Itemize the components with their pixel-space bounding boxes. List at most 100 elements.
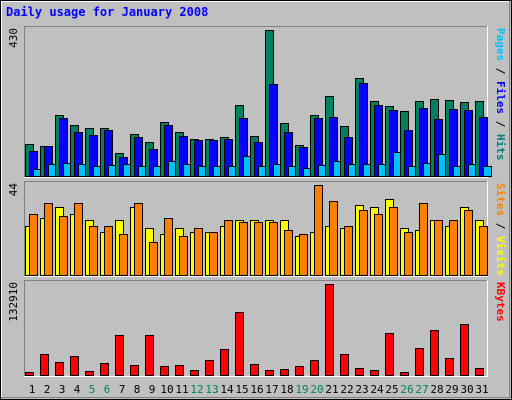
- kbytes-panel-bar-kbytes-day-1: [25, 372, 34, 376]
- kbytes-panel-bar-kbytes-day-27: [415, 348, 424, 376]
- day-label: 9: [149, 383, 156, 396]
- day-label: 20: [310, 383, 323, 396]
- visits-panel-bar-sites-day-28: [434, 220, 443, 276]
- visits-panel-bar-sites-day-1: [29, 214, 38, 276]
- chart-title: Daily usage for January 2008: [6, 5, 208, 19]
- day-label: 12: [190, 383, 203, 396]
- kbytes-panel-bar-kbytes-day-6: [100, 363, 109, 376]
- visits-panel-bar-sites-day-18: [284, 230, 293, 276]
- day-label: 8: [134, 383, 141, 396]
- day-label: 27: [415, 383, 428, 396]
- kbytes-panel-bar-kbytes-day-31: [475, 368, 484, 376]
- day-label: 1: [29, 383, 36, 396]
- visits-panel-bar-sites-day-2: [44, 203, 53, 276]
- day-label: 24: [370, 383, 384, 396]
- hits-panel-series-label-part: /: [494, 114, 507, 134]
- day-label: 30: [460, 383, 473, 396]
- day-label: 4: [74, 383, 81, 396]
- kbytes-panel-bar-kbytes-day-12: [190, 370, 199, 376]
- kbytes-panel-bar-kbytes-day-21: [325, 284, 334, 376]
- kbytes-panel-series-label-part: KBytes: [494, 282, 507, 322]
- visits-panel-bar-sites-day-27: [419, 203, 428, 276]
- hits-panel-series-label: Pages / Files / Hits: [494, 28, 507, 161]
- day-label: 31: [475, 383, 488, 396]
- kbytes-panel-bar-kbytes-day-3: [55, 362, 64, 376]
- visits-panel-bar-sites-day-22: [344, 226, 353, 276]
- day-label: 28: [430, 383, 443, 396]
- kbytes-panel-bar-kbytes-day-30: [460, 324, 469, 376]
- kbytes-panel-max-label: 132910: [7, 282, 20, 322]
- day-label: 26: [400, 383, 413, 396]
- day-label: 2: [44, 383, 51, 396]
- kbytes-panel-bar-kbytes-day-7: [115, 335, 124, 376]
- kbytes-panel-bar-kbytes-day-5: [85, 371, 94, 376]
- visits-panel-bar-sites-day-17: [269, 222, 278, 276]
- kbytes-panel-bar-kbytes-day-17: [265, 370, 274, 376]
- visits-panel-bar-sites-day-7: [119, 234, 128, 276]
- visits-panel-bar-sites-day-9: [149, 242, 158, 276]
- visits-panel-bar-sites-day-21: [329, 201, 338, 276]
- visits-panel-bar-sites-day-29: [449, 220, 458, 276]
- visits-panel-bar-sites-day-8: [134, 203, 143, 276]
- day-label: 18: [280, 383, 293, 396]
- day-label: 3: [59, 383, 66, 396]
- kbytes-panel-bar-kbytes-day-19: [295, 366, 304, 376]
- hits-panel-bar-files-day-17: [269, 84, 278, 177]
- visits-panel-series-label-part: Sites: [494, 183, 507, 216]
- kbytes-panel-bar-kbytes-day-11: [175, 365, 184, 376]
- day-label: 6: [104, 383, 111, 396]
- visits-panel-bar-sites-day-3: [59, 216, 68, 276]
- day-label: 16: [250, 383, 263, 396]
- visits-panel-bar-sites-day-13: [209, 232, 218, 276]
- visits-panel-bar-sites-day-25: [389, 207, 398, 276]
- visits-panel-bar-sites-day-15: [239, 222, 248, 276]
- day-label: 19: [295, 383, 308, 396]
- visits-panel-bar-sites-day-10: [164, 218, 173, 276]
- kbytes-panel-bar-kbytes-day-22: [340, 354, 349, 376]
- visits-panel-bar-sites-day-12: [194, 228, 203, 276]
- day-label: 5: [89, 383, 96, 396]
- visits-panel-bar-sites-day-20: [314, 185, 323, 276]
- day-label: 17: [265, 383, 278, 396]
- visits-panel-bar-sites-day-19: [299, 234, 308, 276]
- visits-panel-bar-sites-day-23: [359, 210, 368, 276]
- day-label: 25: [385, 383, 398, 396]
- day-label: 21: [325, 383, 338, 396]
- visits-panel-bar-sites-day-31: [479, 226, 488, 276]
- visits-panel-max-label: 44: [7, 183, 20, 197]
- kbytes-panel-bar-kbytes-day-2: [40, 354, 49, 376]
- visits-panel-bar-sites-day-11: [179, 236, 188, 276]
- day-label: 7: [119, 383, 126, 396]
- kbytes-panel-bar-kbytes-day-13: [205, 360, 214, 376]
- kbytes-panel-bar-kbytes-day-26: [400, 372, 409, 376]
- day-label: 22: [340, 383, 353, 396]
- day-label: 11: [175, 383, 188, 396]
- kbytes-panel-bar-kbytes-day-8: [130, 365, 139, 376]
- kbytes-panel-bar-kbytes-day-9: [145, 335, 154, 376]
- kbytes-panel-bar-kbytes-day-24: [370, 370, 379, 376]
- kbytes-panel-bar-kbytes-day-28: [430, 330, 439, 376]
- kbytes-panel-bar-kbytes-day-15: [235, 312, 244, 376]
- kbytes-panel-bar-kbytes-day-23: [355, 368, 364, 376]
- visits-panel-bar-sites-day-14: [224, 220, 233, 276]
- day-label: 10: [160, 383, 173, 396]
- hits-panel-series-label-part: Pages: [494, 28, 507, 61]
- visits-panel-bar-sites-day-16: [254, 222, 263, 276]
- visits-panel-bar-sites-day-5: [89, 226, 98, 276]
- visits-panel-bar-sites-day-30: [464, 210, 473, 276]
- kbytes-panel-bar-kbytes-day-25: [385, 333, 394, 376]
- day-label: 23: [355, 383, 368, 396]
- kbytes-panel-bar-kbytes-day-18: [280, 369, 289, 376]
- visits-panel-bar-sites-day-24: [374, 214, 383, 276]
- visits-panel-series-label-part: /: [494, 216, 507, 236]
- kbytes-panel-bar-kbytes-day-16: [250, 364, 259, 376]
- kbytes-panel-series-label: KBytes: [494, 282, 507, 322]
- visits-panel-series-label: Sites / Visits: [494, 183, 507, 276]
- hits-panel-bar-files-day-23: [359, 83, 368, 177]
- day-label: 29: [445, 383, 458, 396]
- kbytes-panel-bar-kbytes-day-20: [310, 360, 319, 376]
- kbytes-panel-bar-kbytes-day-14: [220, 349, 229, 376]
- visits-panel-series-label-part: Visits: [494, 236, 507, 276]
